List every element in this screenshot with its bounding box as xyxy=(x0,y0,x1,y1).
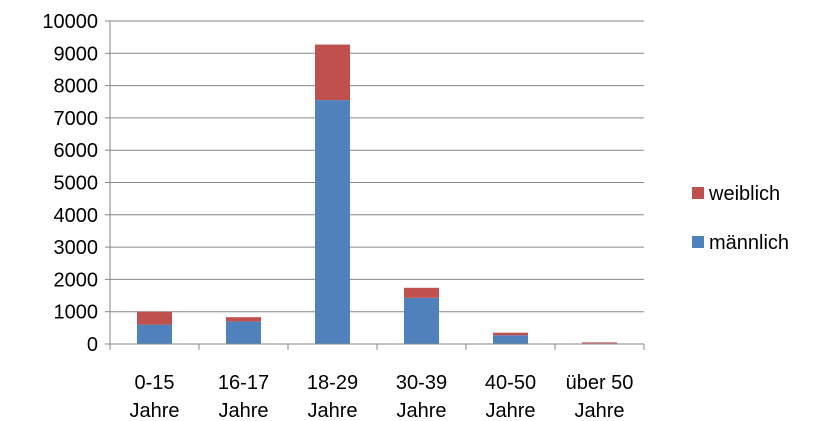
y-tick-label-10000: 10000 xyxy=(42,11,98,33)
y-tick-label-9000: 9000 xyxy=(54,43,99,65)
x-tick-label-line: Jahre xyxy=(485,400,535,421)
bar-weiblich-16-17 Jahre xyxy=(226,317,261,322)
x-tick-label-line: Jahre xyxy=(574,400,624,421)
x-tick-label-30-39-Jahre: 30-39 Jahre xyxy=(396,372,447,421)
x-tick-label-line: 30-39 xyxy=(396,372,447,394)
x-tick-label-line: Jahre xyxy=(129,400,179,421)
bar-weiblich-30-39 Jahre xyxy=(404,287,439,298)
y-tick-label-7000: 7000 xyxy=(54,108,99,130)
x-tick-label-line: 0-15 xyxy=(134,372,174,394)
y-axis-tick-labels: 0 1000 2000 3000 4000 5000 6000 7000 8000 9000 100… xyxy=(42,11,98,356)
x-tick-label-line: Jahre xyxy=(396,400,446,421)
bar-männlich-40-50 Jahre xyxy=(493,335,528,344)
y-tick-label-2000: 2000 xyxy=(54,269,99,291)
bar-männlich-30-39 Jahre xyxy=(404,297,439,344)
y-tick-label-6000: 6000 xyxy=(54,140,99,162)
bar-männlich-16-17 Jahre xyxy=(226,321,261,344)
y-tick-label-3000: 3000 xyxy=(54,237,99,259)
y-tick-label-8000: 8000 xyxy=(54,76,99,98)
bar-weiblich-über 50 Jahre xyxy=(582,342,617,344)
bars xyxy=(137,44,617,344)
x-tick-label-über 50-Jahre: über 50 Jahre xyxy=(566,372,634,421)
bar-weiblich-0-15 Jahre xyxy=(137,311,172,325)
legend-label-weiblich: weiblich xyxy=(708,183,780,205)
x-tick-label-line: 16-17 xyxy=(218,372,269,394)
y-tick-label-4000: 4000 xyxy=(54,205,99,227)
legend-swatch-männlich xyxy=(692,236,704,248)
x-tick-label-line: 18-29 xyxy=(307,372,358,394)
legend-label-männlich: männlich xyxy=(709,232,789,254)
x-tick-label-line: 40-50 xyxy=(485,372,536,394)
axes xyxy=(105,20,645,350)
bar-weiblich-18-29 Jahre xyxy=(315,44,350,101)
bar-männlich-0-15 Jahre xyxy=(137,324,172,344)
legend: weiblich männlich xyxy=(692,183,789,254)
bar-weiblich-40-50 Jahre xyxy=(493,332,528,336)
x-tick-label-line: über 50 xyxy=(566,372,634,394)
x-tick-label-40-50-Jahre: 40-50 Jahre xyxy=(485,372,536,421)
y-tick-label-1000: 1000 xyxy=(54,302,99,324)
x-tick-label-line: Jahre xyxy=(307,400,357,421)
bar-männlich-18-29 Jahre xyxy=(315,100,350,344)
x-tick-label-0-15-Jahre: 0-15 Jahre xyxy=(129,372,179,421)
gridlines xyxy=(110,20,644,313)
x-tick-label-16-17-Jahre: 16-17 Jahre xyxy=(218,372,269,421)
y-tick-label-5000: 5000 xyxy=(54,173,99,195)
y-tick-label-0: 0 xyxy=(87,334,98,356)
legend-swatch-weiblich xyxy=(692,187,704,199)
x-tick-label-18-29-Jahre: 18-29 Jahre xyxy=(307,372,358,421)
x-tick-label-line: Jahre xyxy=(218,400,268,421)
